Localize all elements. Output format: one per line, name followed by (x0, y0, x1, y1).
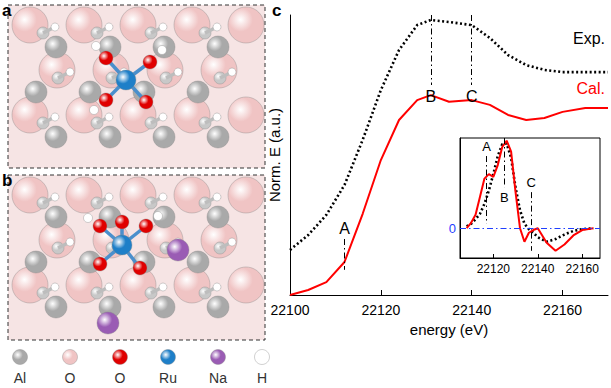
svg-text:22160: 22160 (566, 262, 600, 276)
svg-text:C: C (466, 88, 478, 105)
svg-text:c: c (272, 1, 281, 20)
svg-text:A: A (482, 139, 491, 154)
svg-text:Ru: Ru (159, 370, 177, 386)
svg-text:Exp.: Exp. (573, 30, 605, 47)
svg-text:Al: Al (14, 370, 26, 386)
svg-text:H: H (257, 370, 267, 386)
svg-text:22100: 22100 (271, 302, 310, 318)
svg-text:22120: 22120 (361, 302, 400, 318)
svg-text:a: a (2, 1, 12, 20)
svg-text:0: 0 (449, 221, 456, 236)
svg-text:Cal.: Cal. (577, 80, 605, 97)
svg-text:Na: Na (209, 370, 227, 386)
svg-text:C: C (526, 175, 535, 190)
svg-text:22120: 22120 (477, 262, 511, 276)
svg-text:22140: 22140 (521, 262, 555, 276)
svg-text:O: O (115, 370, 126, 386)
svg-text:energy (eV): energy (eV) (410, 321, 488, 338)
svg-text:A: A (339, 220, 350, 237)
svg-text:O: O (65, 370, 76, 386)
svg-text:B: B (425, 88, 436, 105)
svg-text:22140: 22140 (452, 302, 491, 318)
svg-text:22160: 22160 (543, 302, 582, 318)
svg-text:B: B (500, 190, 509, 205)
svg-text:Norm. E (a.u.): Norm. E (a.u.) (266, 108, 283, 202)
svg-text:b: b (2, 171, 12, 190)
